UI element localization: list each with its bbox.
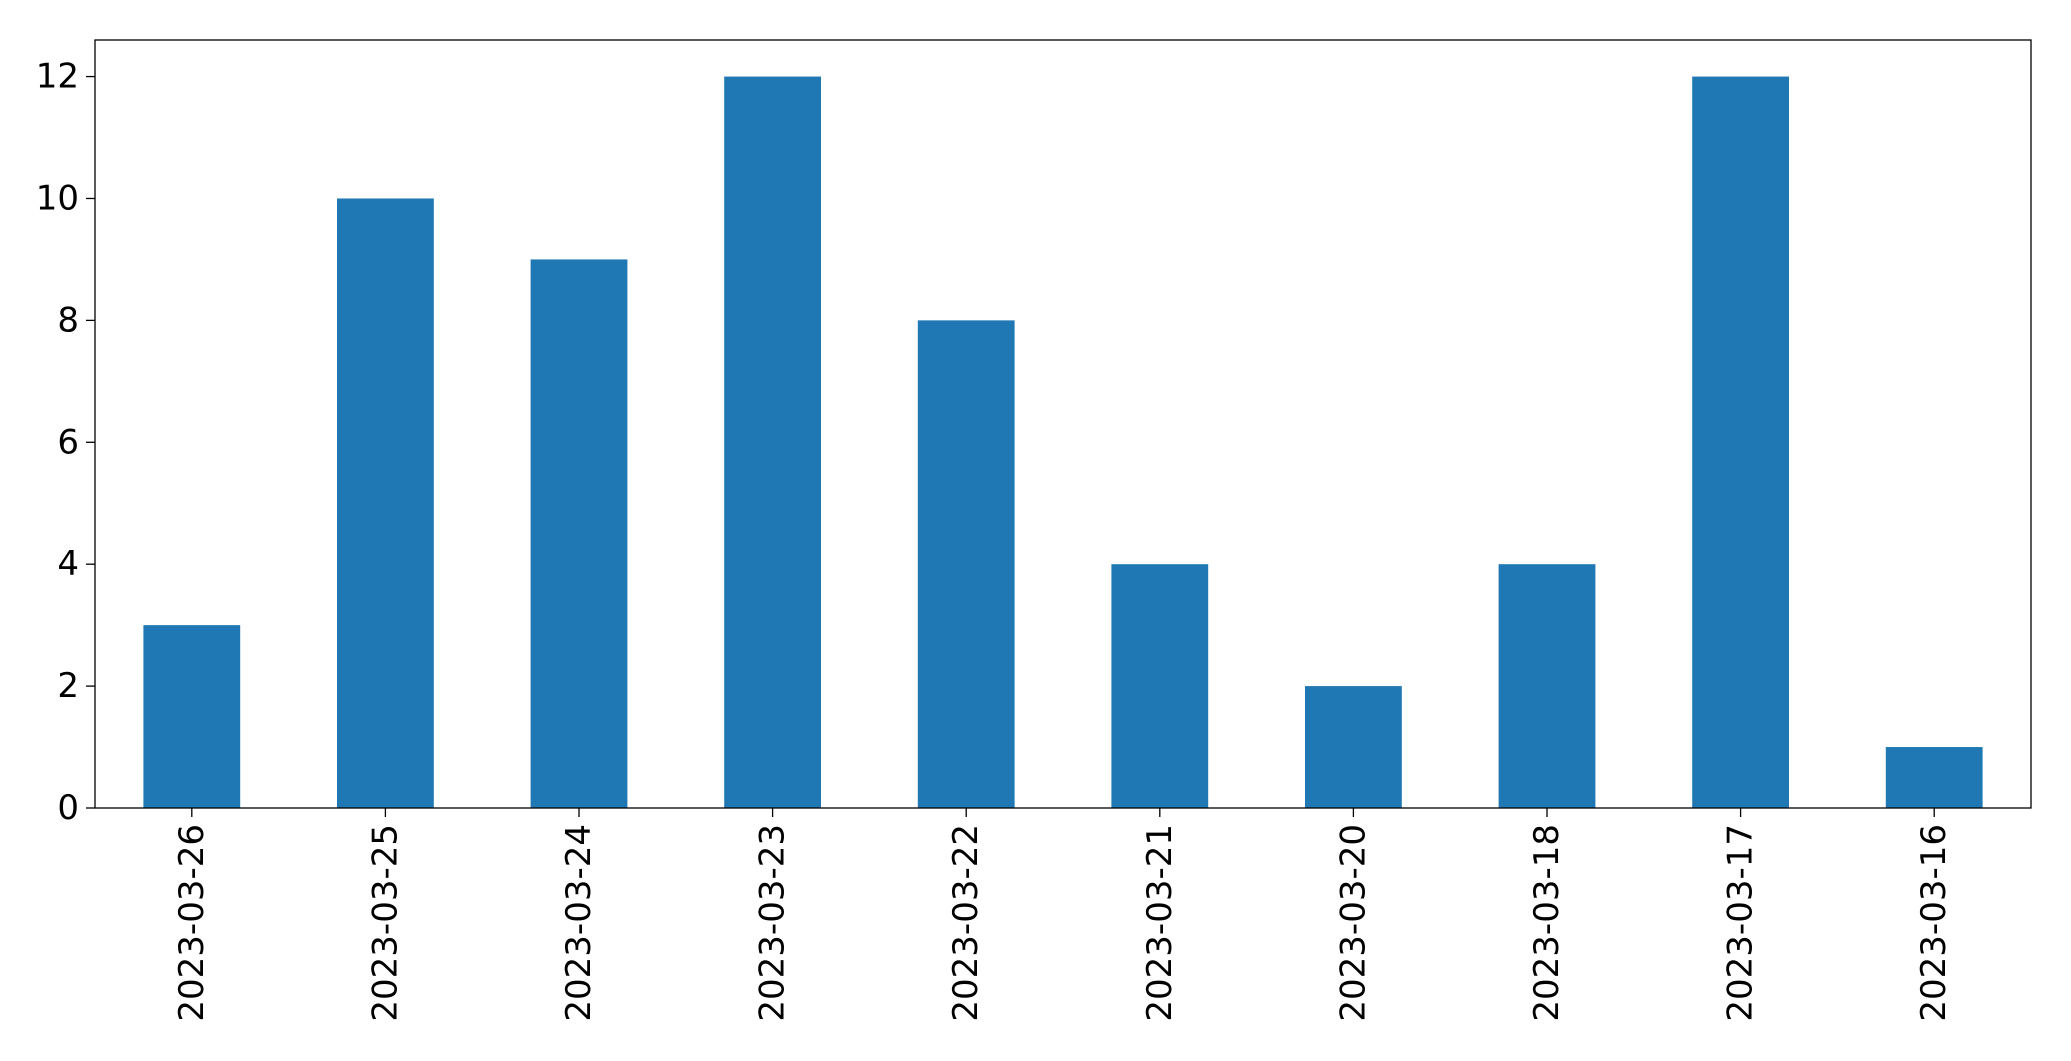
plot-frame bbox=[94, 39, 2032, 809]
x-tick-label: 2023-03-22 bbox=[946, 824, 986, 1022]
bar bbox=[1111, 564, 1209, 808]
bar bbox=[143, 625, 241, 808]
x-tick-label: 2023-03-20 bbox=[1333, 824, 1373, 1022]
bar bbox=[1885, 747, 1983, 808]
y-tick-label: 10 bbox=[36, 178, 79, 218]
x-tick-label: 2023-03-21 bbox=[1140, 824, 1180, 1022]
x-tick-label: 2023-03-18 bbox=[1527, 824, 1567, 1022]
y-tick-label: 4 bbox=[57, 544, 79, 584]
x-tick-label: 2023-03-16 bbox=[1914, 824, 1954, 1022]
y-tick-label: 2 bbox=[57, 666, 79, 706]
bar bbox=[724, 76, 821, 809]
bar bbox=[1692, 76, 1789, 809]
bar bbox=[1305, 686, 1402, 808]
x-tick-label: 2023-03-24 bbox=[559, 824, 599, 1022]
x-tick-label: 2023-03-25 bbox=[365, 824, 405, 1022]
bar bbox=[530, 259, 628, 808]
x-tick-label: 2023-03-23 bbox=[753, 824, 793, 1022]
bar bbox=[1498, 564, 1596, 808]
y-tick-label: 12 bbox=[36, 57, 79, 97]
y-tick-label: 6 bbox=[57, 422, 79, 462]
x-tick-label: 2023-03-17 bbox=[1721, 824, 1761, 1022]
y-tick-label: 8 bbox=[57, 300, 79, 340]
bar bbox=[337, 198, 434, 808]
bar bbox=[917, 320, 1015, 808]
y-tick-label: 0 bbox=[57, 788, 79, 828]
x-tick-label: 2023-03-26 bbox=[172, 824, 212, 1022]
